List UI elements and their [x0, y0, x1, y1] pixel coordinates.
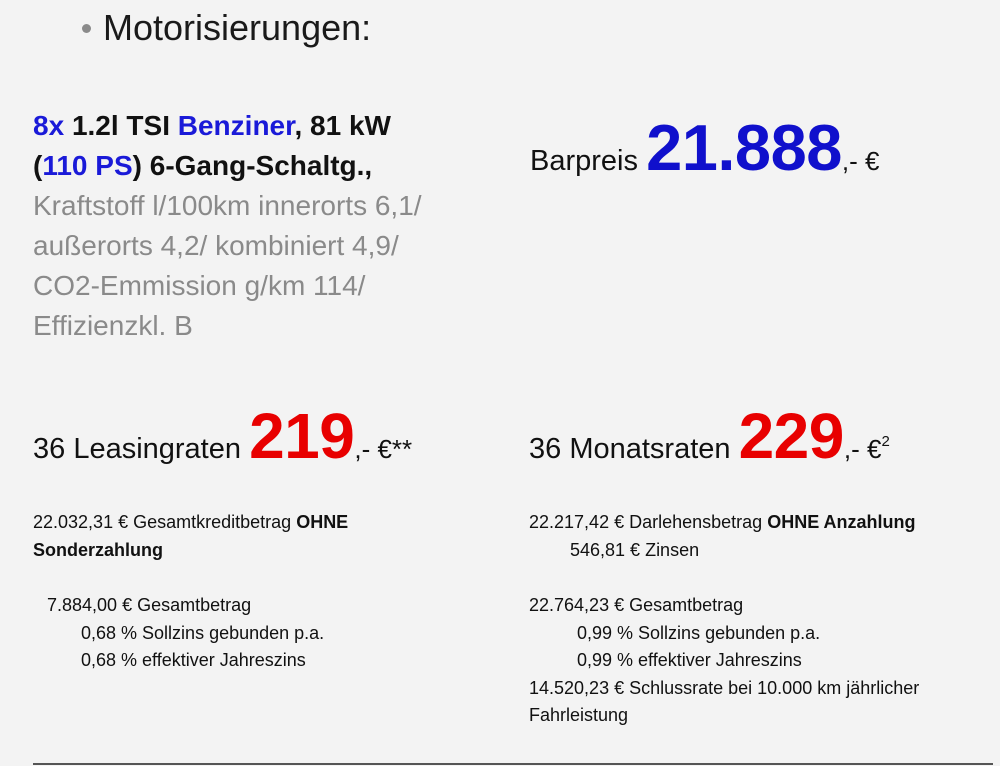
engine-power-kw: , 81 kW — [294, 110, 391, 141]
consumption-line-4: Effizienzkl. B — [33, 310, 193, 341]
loan-amount: 22.217,42 € Darlehensbetrag — [529, 512, 763, 532]
engine-paren: ( — [33, 150, 43, 181]
cash-price-amount: 21.888 — [646, 111, 842, 184]
spacer — [529, 564, 919, 592]
consumption-line-2: außerorts 4,2/ kombiniert 4,9/ — [33, 230, 399, 261]
engine-model: 1.2l TSI — [71, 110, 170, 141]
credit-sonderzahlung: Sonderzahlung — [33, 539, 163, 560]
engine-fuel: Benziner — [177, 110, 295, 141]
financing-total: 22.764,23 € Gesamtbetrag — [529, 595, 744, 615]
monthly-rate: 36 Monatsraten 229,- €2 — [529, 396, 890, 489]
credit-ohne: OHNE — [296, 512, 349, 532]
financing-details: 22.217,42 € Darlehensbetrag OHNE Anzahlu… — [529, 509, 919, 730]
monthly-suffix: ,- € — [843, 434, 882, 464]
heading-text: Motorisierungen: — [103, 7, 372, 48]
mileage: Fahrleistung — [529, 705, 629, 725]
financing-effzins: 0,99 % effektiver Jahreszins — [577, 650, 802, 670]
leasing-suffix: ,- € — [354, 434, 392, 464]
engine-gearbox: ) 6-Gang-Schaltg., — [132, 150, 373, 181]
leasing-effzins: 0,68 % effektiver Jahreszins — [81, 650, 306, 670]
bottom-divider — [33, 763, 993, 765]
engine-count: 8x — [33, 110, 65, 141]
credit-amount-line: 22.032,31 € Gesamtkreditbetrag OHNE — [33, 509, 348, 537]
leasing-rate: 36 Leasingraten 219,- €** — [33, 396, 412, 489]
cash-price-suffix: ,- € — [841, 146, 880, 176]
leasing-label: 36 Leasingraten — [33, 433, 241, 465]
leasing-amount: 219 — [249, 400, 355, 472]
consumption-line-3: CO2-Emmission g/km 114/ — [33, 270, 366, 301]
engine-description: 8x 1.2l TSI Benziner, 81 kW (110 PS) 6-G… — [33, 106, 422, 346]
monthly-footnote-mark: 2 — [881, 433, 890, 450]
credit-sonderzahlung-line: Sonderzahlung — [33, 537, 348, 565]
credit-amount: 22.032,31 € Gesamtkreditbetrag — [33, 512, 292, 532]
bullet-icon — [82, 23, 91, 33]
section-heading: Motorisierungen: — [82, 8, 371, 48]
leasing-total: 7.884,00 € Gesamtbetrag — [47, 595, 252, 615]
loan-ohne: OHNE Anzahlung — [767, 512, 916, 532]
monthly-label: 36 Monatsraten — [529, 433, 731, 465]
leasing-sollzins: 0,68 % Sollzins gebunden p.a. — [81, 622, 325, 643]
engine-line-1: 8x 1.2l TSI Benziner, 81 kW — [33, 106, 422, 146]
engine-power-ps: 110 PS — [42, 150, 133, 181]
final-rate: 14.520,23 € Schlussrate bei 10.000 km jä… — [529, 677, 920, 698]
interest-amount: 546,81 € Zinsen — [570, 539, 700, 560]
leasing-details: 22.032,31 € Gesamtkreditbetrag OHNE Sond… — [33, 509, 348, 675]
loan-amount-line: 22.217,42 € Darlehensbetrag OHNE Anzahlu… — [529, 509, 919, 537]
monthly-amount: 229 — [738, 400, 845, 472]
financing-sollzins: 0,99 % Sollzins gebunden p.a. — [577, 622, 821, 643]
engine-line-2: (110 PS) 6-Gang-Schaltg., — [33, 146, 422, 186]
cash-price-label: Barpreis — [530, 145, 638, 177]
spacer — [33, 564, 348, 592]
consumption-line-1: Kraftstoff l/100km innerorts 6,1/ — [33, 190, 422, 221]
cash-price: Barpreis 21.888,- € — [530, 108, 879, 201]
leasing-footnote-mark: ** — [391, 434, 413, 464]
